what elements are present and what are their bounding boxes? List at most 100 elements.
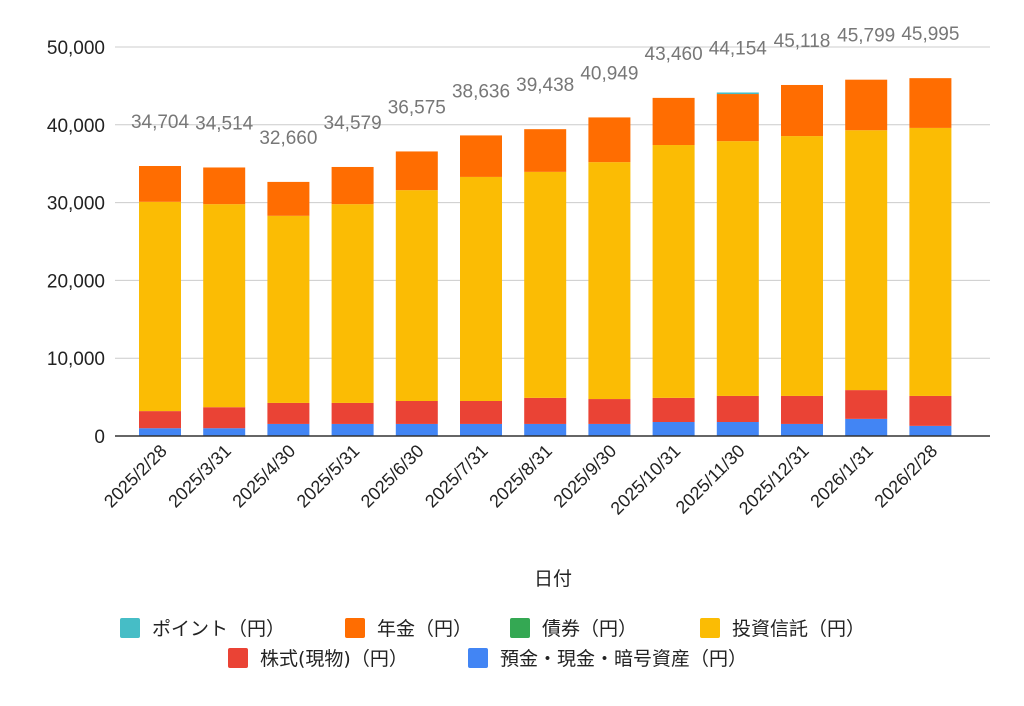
legend-swatch (700, 618, 720, 638)
legend-label: 株式(現物)（円） (260, 648, 408, 670)
bar-segment (331, 423, 374, 436)
bar-segment (588, 399, 631, 424)
bar-segment (652, 145, 695, 398)
bar-segment (652, 397, 695, 422)
bar-stack (909, 78, 952, 436)
bar-stack (203, 167, 246, 436)
bar-stack (588, 117, 631, 436)
bar-segment (203, 167, 246, 205)
bar-segment (203, 428, 246, 436)
total-label: 34,704 (131, 112, 190, 133)
bar-segment (524, 129, 567, 172)
bar-segment (267, 402, 310, 424)
bar-stack (267, 181, 310, 436)
total-label: 44,154 (709, 38, 768, 59)
legend-swatch (345, 618, 365, 638)
total-label: 34,579 (324, 113, 382, 134)
bar-segment (588, 423, 631, 436)
bar-segment (524, 397, 567, 424)
legend-item[interactable]: 債券（円） (510, 618, 637, 640)
bar-segment (139, 428, 181, 436)
bar-segment (395, 400, 438, 424)
bar-stack (524, 129, 567, 436)
bar-segment (781, 423, 823, 436)
bar-segment (845, 390, 888, 419)
bar-segment (588, 117, 631, 163)
bar-segment (909, 78, 952, 128)
x-tick-label: 2025/4/30 (228, 441, 299, 512)
bar-segment (909, 425, 952, 436)
x-tick-label: 2025/10/31 (607, 441, 685, 519)
y-tick-label: 30,000 (47, 194, 105, 215)
y-tick-label: 50,000 (47, 38, 105, 59)
bar-segment (716, 94, 759, 142)
bar-segment (395, 190, 438, 401)
y-tick-label: 20,000 (47, 271, 105, 292)
bar-segment (139, 411, 181, 429)
bars (139, 78, 952, 436)
bar-segment (524, 171, 567, 398)
bar-segment (716, 421, 759, 436)
legend: ポイント（円） 年金（円） 債券（円） 投資信託（円） 株式(現物)（円） 預金・現金・暗… (120, 618, 865, 670)
bar-segment (331, 204, 374, 403)
bar-stack (460, 135, 502, 436)
bar-segment (267, 181, 310, 216)
total-label: 45,799 (837, 26, 895, 47)
x-tick-label: 2026/2/28 (870, 441, 941, 512)
legend-item[interactable]: 年金（円） (345, 618, 472, 640)
legend-item[interactable]: 投資信託（円） (700, 618, 865, 640)
bar-segment (395, 423, 438, 436)
total-label: 39,438 (516, 75, 574, 96)
bar-segment (267, 215, 310, 403)
legend-item[interactable]: ポイント（円） (120, 618, 285, 640)
bar-segment (267, 423, 310, 436)
bar-segment (460, 135, 502, 177)
bar-segment (395, 151, 438, 191)
bar-segment (845, 79, 888, 131)
bar-segment (524, 423, 567, 436)
x-tick-label: 2025/8/31 (485, 441, 556, 512)
bar-segment (652, 421, 695, 436)
total-label: 38,636 (452, 81, 510, 102)
bar-stack (845, 79, 888, 436)
bar-segment (845, 130, 888, 391)
bar-segment (909, 395, 952, 426)
legend-item[interactable]: 預金・現金・暗号資産（円） (468, 648, 747, 670)
bar-segment (781, 395, 823, 424)
x-axis-title: 日付 (534, 568, 572, 590)
legend-swatch (510, 618, 530, 638)
legend-item[interactable]: 株式(現物)（円） (228, 648, 408, 670)
bar-segment (203, 407, 246, 429)
x-tick-label: 2025/7/31 (421, 441, 492, 512)
legend-label: 債券（円） (542, 618, 637, 640)
bar-segment (460, 400, 502, 424)
legend-label: 投資信託（円） (732, 618, 865, 640)
bar-stack (652, 97, 695, 436)
bar-stack (395, 151, 438, 436)
bar-segment (139, 166, 181, 202)
x-tick-label: 2025/12/31 (735, 441, 813, 519)
bar-segment (845, 418, 888, 436)
bar-segment (652, 97, 695, 146)
y-tick-label: 0 (94, 427, 105, 448)
bar-segment (716, 395, 759, 422)
total-label: 45,995 (901, 24, 959, 45)
total-label: 43,460 (645, 44, 703, 65)
bar-segment (781, 84, 823, 137)
bar-segment (588, 162, 631, 400)
bar-segment (139, 201, 181, 412)
bar-segment (331, 402, 374, 424)
legend-swatch (228, 648, 248, 668)
x-tick-label: 2025/2/28 (100, 441, 171, 512)
x-tick-label: 2025/3/31 (164, 441, 235, 512)
bar-segment (460, 423, 502, 436)
legend-swatch (120, 618, 140, 638)
x-tick-label: 2026/1/31 (806, 441, 877, 512)
bar-segment (781, 136, 823, 396)
x-tick-label: 2025/5/31 (293, 441, 364, 512)
legend-label: ポイント（円） (152, 618, 285, 640)
total-label: 45,118 (774, 31, 831, 52)
bar-segment (331, 166, 374, 205)
total-label: 34,514 (195, 113, 254, 134)
